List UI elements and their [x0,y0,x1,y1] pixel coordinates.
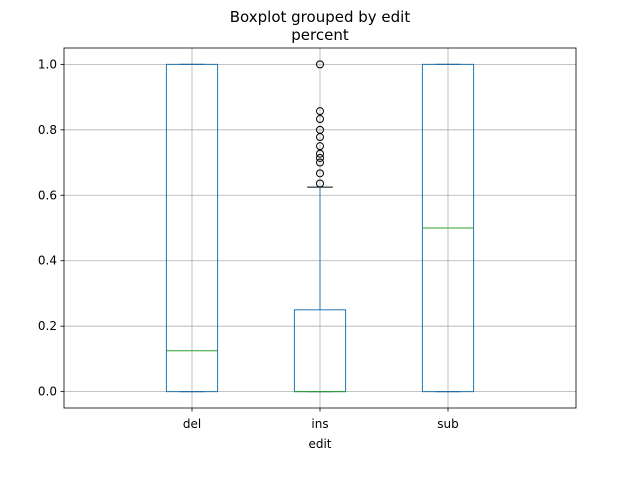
outlier-point [316,149,324,158]
x-tick-label: sub [437,417,458,431]
outlier-point [316,142,324,151]
y-tick-label: 0.6 [38,188,57,202]
outlier-point [316,107,324,116]
outlier-point [316,179,324,188]
y-tick-label: 0.8 [38,123,57,137]
y-tick-label: 0.2 [38,319,57,333]
axes: 0.0 0.2 0.4 0.6 0.8 1.0 del ins sub [38,47,577,431]
x-axis-label: edit [308,437,331,451]
x-tick-label: ins [311,417,328,431]
outlier-point [316,153,324,162]
y-tick-label: 1.0 [38,57,57,71]
outlier-point [316,115,324,124]
y-tick-label: 0.0 [38,385,57,399]
chart-suptitle: Boxplot grouped by edit [230,8,411,26]
outlier-point [316,60,324,69]
outlier-point [316,158,324,167]
box-sub [421,63,475,393]
iqr-box [165,63,219,393]
box-ins [293,60,347,393]
y-tick-label: 0.4 [38,254,57,268]
outlier-point [316,169,324,178]
chart-title: percent [291,26,349,44]
boxes [165,60,475,393]
box-del [165,63,219,393]
outlier-point [316,125,324,134]
x-tick-label: del [183,417,201,431]
